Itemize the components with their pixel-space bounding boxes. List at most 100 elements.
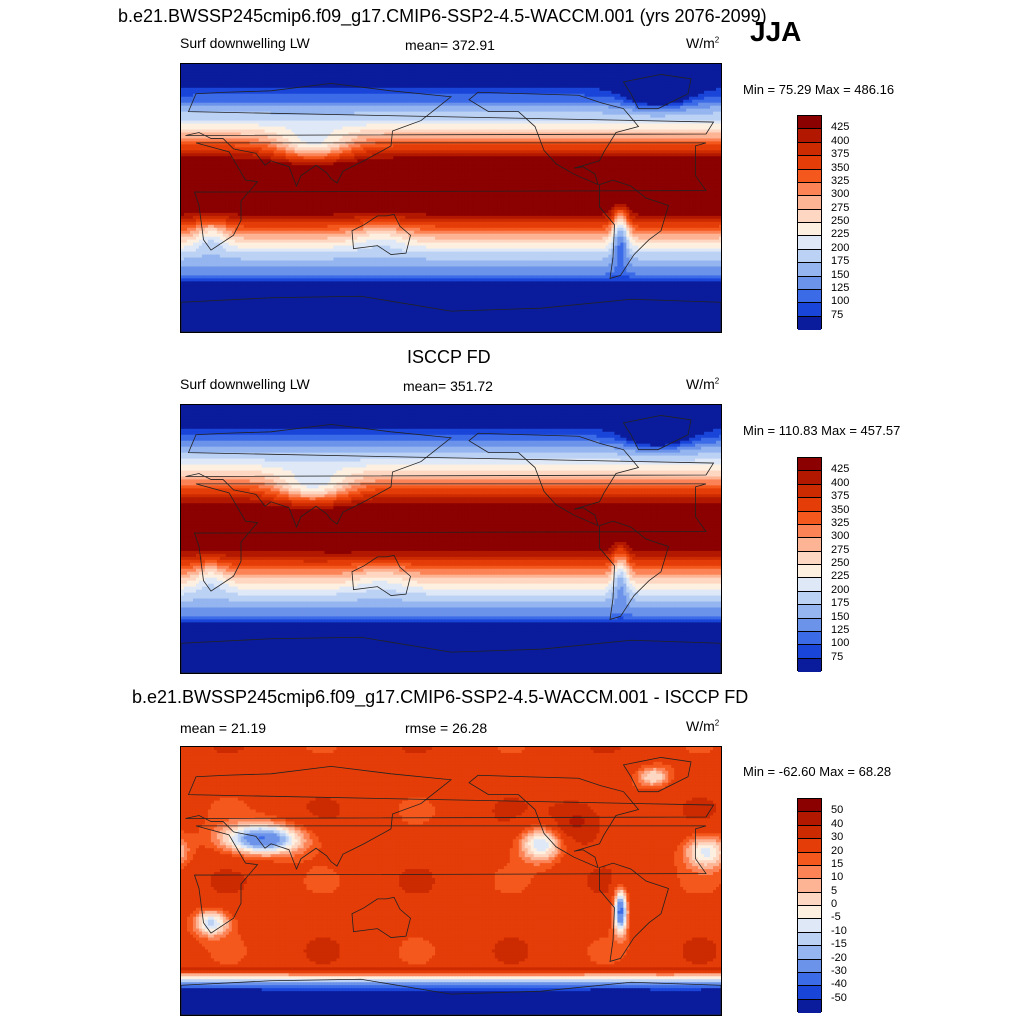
- panel2-map: [180, 404, 722, 674]
- coastline: [181, 978, 721, 1015]
- panel1-units: W/m2: [686, 35, 719, 51]
- panel1-variable-label: Surf downwelling LW: [180, 35, 310, 51]
- colorbar-tick-label: 0: [831, 898, 837, 910]
- colorbar-tick-label: 75: [831, 651, 843, 663]
- colorbar-tick-label: 75: [831, 309, 843, 321]
- colorbar-cell: [798, 812, 821, 826]
- panel3-rmse-label: rmse = 26.28: [405, 720, 487, 736]
- colorbar-cell: [798, 799, 821, 813]
- coastline: [351, 896, 411, 938]
- colorbar-cell: [798, 879, 821, 893]
- panel2-mean-label: mean= 351.72: [403, 378, 493, 394]
- colorbar-cell: [798, 458, 821, 472]
- coastline: [185, 423, 715, 529]
- coastline: [599, 179, 669, 279]
- coastline: [468, 432, 640, 527]
- colorbar-cell: [798, 538, 821, 552]
- colorbar-tick-label: -50: [831, 992, 847, 1004]
- colorbar-tick-label: 375: [831, 148, 849, 160]
- colorbar-cell: [798, 906, 821, 920]
- coastline: [185, 82, 715, 188]
- colorbar-tick-label: 30: [831, 831, 843, 843]
- colorbar-cell: [798, 892, 821, 906]
- colorbar-tick-label: -40: [831, 978, 847, 990]
- colorbar-tick-label: 10: [831, 871, 843, 883]
- panel3-title: b.e21.BWSSP245cmip6.f09_g17.CMIP6-SSP2-4…: [132, 687, 748, 708]
- colorbar-cell: [798, 825, 821, 840]
- colorbar-cell: [798, 986, 821, 1000]
- colorbar-cell: [798, 959, 821, 973]
- colorbar-cell: [798, 263, 821, 277]
- colorbar-cell: [798, 999, 821, 1013]
- coastline: [599, 520, 669, 620]
- colorbar-cell: [798, 471, 821, 485]
- coastline: [193, 483, 707, 592]
- colorbar-cell: [798, 316, 821, 330]
- panel3-colorbar: [797, 798, 822, 1013]
- colorbar-tick-label: 275: [831, 202, 849, 214]
- colorbar-cell: [798, 919, 821, 933]
- colorbar-cell: [798, 484, 821, 499]
- colorbar-cell: [798, 236, 821, 250]
- colorbar-cell: [798, 658, 821, 672]
- colorbar-cell: [798, 142, 821, 157]
- colorbar-cell: [798, 605, 821, 619]
- colorbar-tick-label: -10: [831, 925, 847, 937]
- colorbar-tick-label: 150: [831, 611, 849, 623]
- colorbar-cell: [798, 618, 821, 632]
- colorbar-tick-label: 100: [831, 637, 849, 649]
- panel2-minmax: Min = 110.83 Max = 457.57: [743, 423, 900, 438]
- coastline: [622, 415, 692, 451]
- colorbar-cell: [798, 223, 821, 237]
- colorbar-tick-label: 425: [831, 121, 849, 133]
- colorbar-tick-label: 400: [831, 477, 849, 489]
- colorbar-cell: [798, 631, 821, 646]
- colorbar-cell: [798, 865, 821, 880]
- colorbar-tick-label: 50: [831, 804, 843, 816]
- colorbar-tick-label: 225: [831, 228, 849, 240]
- colorbar-tick-label: 200: [831, 584, 849, 596]
- colorbar-tick-label: 150: [831, 269, 849, 281]
- colorbar-cell: [798, 591, 821, 606]
- panel3-units: W/m2: [686, 718, 719, 734]
- colorbar-tick-label: 175: [831, 597, 849, 609]
- coastline: [468, 774, 640, 869]
- coastline: [181, 295, 721, 332]
- colorbar-cell: [798, 645, 821, 659]
- colorbar-cell: [798, 156, 821, 170]
- colorbar-cell: [798, 169, 821, 183]
- colorbar-tick-label: 125: [831, 282, 849, 294]
- panel2-field: [181, 405, 721, 673]
- colorbar-tick-label: -20: [831, 952, 847, 964]
- colorbar-cell: [798, 839, 821, 853]
- colorbar-tick-label: 325: [831, 517, 849, 529]
- colorbar-tick-label: 200: [831, 242, 849, 254]
- colorbar-cell: [798, 276, 821, 290]
- colorbar-tick-label: 100: [831, 295, 849, 307]
- coastline: [468, 91, 640, 186]
- coastline: [622, 74, 692, 110]
- colorbar-tick-label: 300: [831, 530, 849, 542]
- coastline: [599, 862, 669, 962]
- panel2-colorbar: [797, 457, 822, 672]
- coastline: [193, 142, 707, 251]
- panel1-title: b.e21.BWSSP245cmip6.f09_g17.CMIP6-SSP2-4…: [118, 6, 767, 27]
- colorbar-cell: [798, 578, 821, 592]
- colorbar-tick-label: 425: [831, 463, 849, 475]
- panel1-minmax: Min = 75.29 Max = 486.16: [743, 82, 894, 97]
- colorbar-tick-label: 250: [831, 557, 849, 569]
- coastline: [193, 825, 707, 934]
- colorbar-cell: [798, 498, 821, 512]
- colorbar-cell: [798, 209, 821, 223]
- panel3-minmax: Min = -62.60 Max = 68.28: [743, 764, 891, 779]
- colorbar-tick-label: 225: [831, 570, 849, 582]
- colorbar-tick-label: 20: [831, 845, 843, 857]
- colorbar-cell: [798, 249, 821, 264]
- colorbar-tick-label: 250: [831, 215, 849, 227]
- coastline: [185, 765, 715, 871]
- panel2-variable-label: Surf downwelling LW: [180, 376, 310, 392]
- season-label: JJA: [750, 16, 801, 48]
- colorbar-tick-label: 325: [831, 175, 849, 187]
- panel3-mean-label: mean = 21.19: [180, 720, 266, 736]
- colorbar-tick-label: 300: [831, 188, 849, 200]
